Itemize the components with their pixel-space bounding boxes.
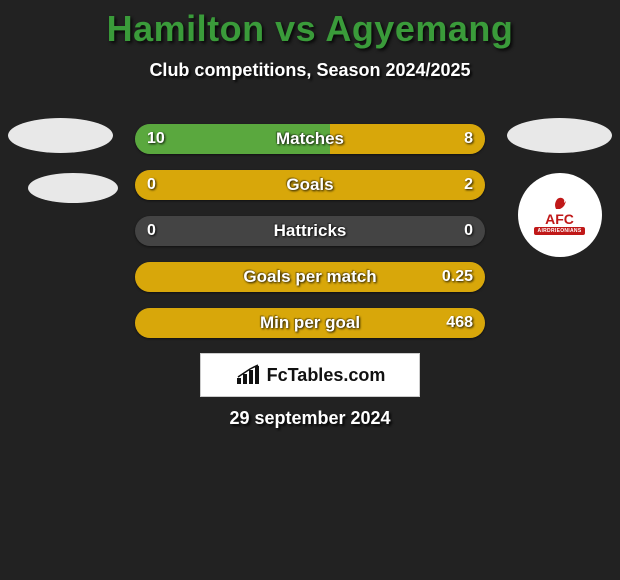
rooster-icon bbox=[550, 195, 570, 211]
stat-bar-left bbox=[135, 124, 330, 154]
left-player-block bbox=[8, 118, 113, 223]
left-club-badge bbox=[28, 173, 118, 203]
left-player-avatar bbox=[8, 118, 113, 153]
page-subtitle: Club competitions, Season 2024/2025 bbox=[0, 60, 620, 81]
stat-row: Goals per match0.25 bbox=[135, 262, 485, 292]
stat-label: Hattricks bbox=[135, 216, 485, 246]
stat-bar-right bbox=[135, 308, 485, 338]
stat-value-right: 0 bbox=[464, 216, 473, 246]
stats-block: Matches108 Goals02 Hattricks0 0 Goals per ma… bbox=[135, 124, 485, 354]
brand-box: FcTables.com bbox=[200, 353, 420, 397]
page-title: Hamilton vs Agyemang bbox=[0, 0, 620, 50]
club-badge-text: AFC bbox=[545, 211, 574, 227]
stat-row: Hattricks0 0 bbox=[135, 216, 485, 246]
stat-bar-right bbox=[330, 124, 485, 154]
club-badge-sub: AIRDRIEONIANS bbox=[534, 227, 586, 235]
bar-chart-icon bbox=[235, 364, 261, 386]
stat-row: Min per goal468 bbox=[135, 308, 485, 338]
footer-date: 29 september 2024 bbox=[0, 408, 620, 429]
right-player-block: AFC AIRDRIEONIANS bbox=[507, 118, 612, 257]
right-club-badge: AFC AIRDRIEONIANS bbox=[518, 173, 602, 257]
stat-bar-right bbox=[135, 170, 485, 200]
right-player-avatar bbox=[507, 118, 612, 153]
brand-text: FcTables.com bbox=[267, 365, 386, 386]
stat-bar-right bbox=[135, 262, 485, 292]
stat-row: Matches108 bbox=[135, 124, 485, 154]
stat-row: Goals02 bbox=[135, 170, 485, 200]
stat-value-left: 0 bbox=[147, 216, 156, 246]
